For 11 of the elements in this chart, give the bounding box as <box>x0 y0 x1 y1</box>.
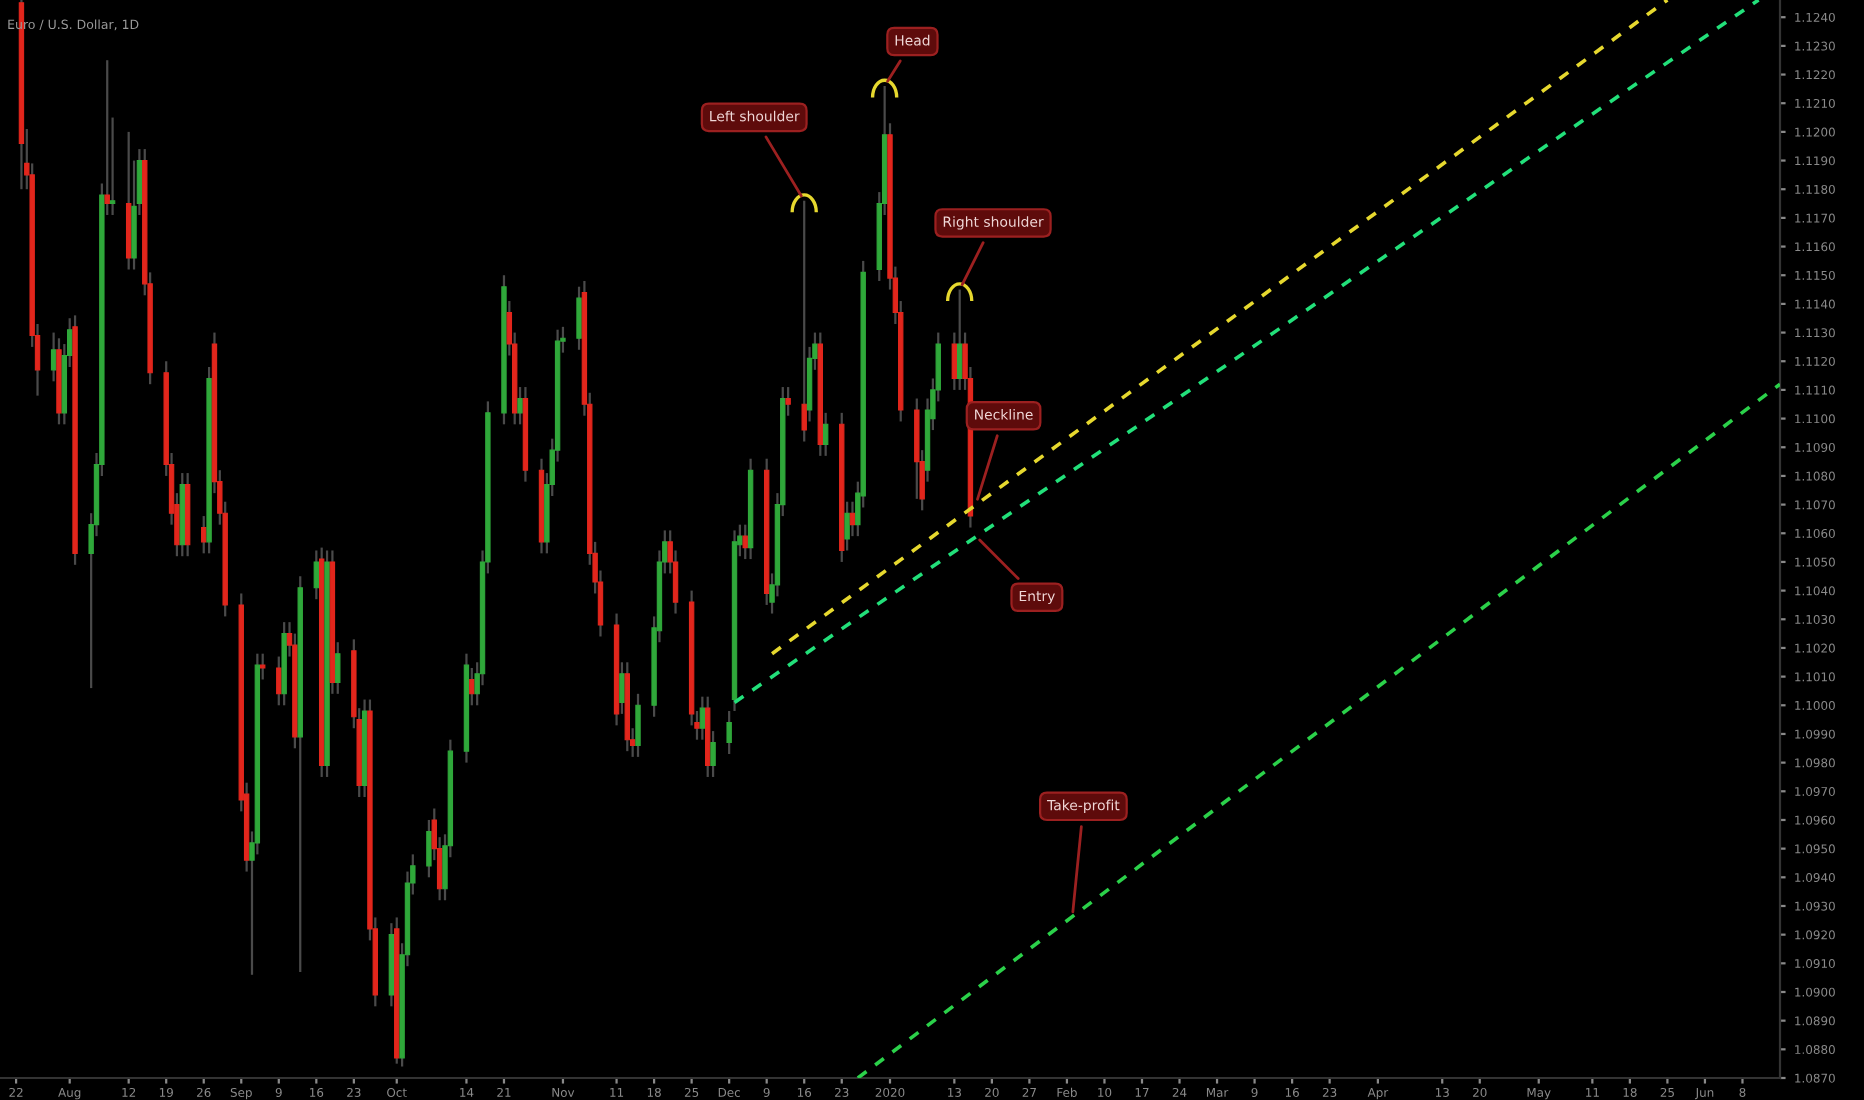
candlestick <box>313 549 320 601</box>
candlestick <box>699 695 706 741</box>
candlestick <box>260 652 266 681</box>
candlestick <box>801 199 807 443</box>
candlestick <box>822 411 829 457</box>
candlestick <box>726 709 732 756</box>
candlestick <box>469 666 475 707</box>
candlestick <box>844 500 850 552</box>
candlestick <box>635 692 641 758</box>
candlestick <box>956 288 963 392</box>
candlestick <box>951 331 958 392</box>
